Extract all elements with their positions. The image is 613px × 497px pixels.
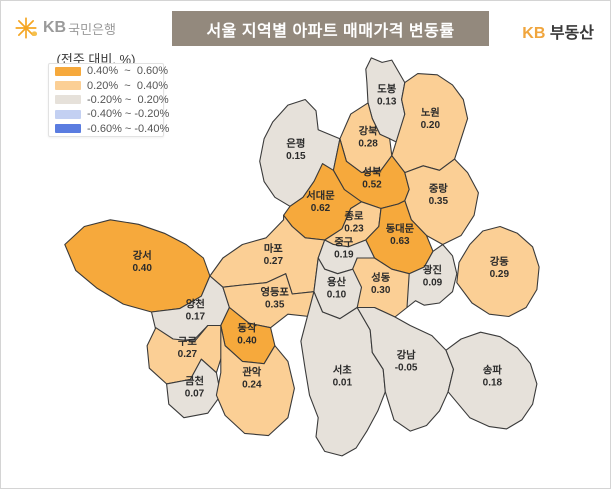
svg-text:0.35: 0.35	[429, 196, 449, 207]
svg-text:0.23: 0.23	[344, 223, 364, 234]
svg-text:강남: 강남	[397, 349, 416, 362]
svg-text:서대문: 서대문	[306, 189, 335, 202]
svg-text:강서: 강서	[133, 249, 152, 262]
svg-text:중구: 중구	[334, 237, 353, 249]
svg-text:0.52: 0.52	[362, 180, 382, 191]
svg-text:0.20: 0.20	[421, 120, 441, 131]
svg-text:0.27: 0.27	[178, 349, 198, 360]
svg-text:용산: 용산	[327, 276, 346, 289]
svg-text:0.30: 0.30	[371, 285, 391, 296]
svg-text:송파: 송파	[483, 363, 502, 376]
svg-text:구로: 구로	[178, 336, 197, 348]
svg-text:중랑: 중랑	[429, 183, 448, 195]
svg-text:강북: 강북	[359, 125, 378, 138]
svg-text:동대문: 동대문	[386, 222, 415, 235]
svg-text:0.28: 0.28	[358, 139, 378, 150]
svg-text:0.17: 0.17	[186, 312, 206, 323]
svg-text:0.35: 0.35	[265, 299, 285, 310]
svg-text:영등포: 영등포	[260, 285, 289, 298]
svg-text:0.19: 0.19	[334, 250, 354, 261]
svg-text:성동: 성동	[371, 271, 390, 284]
svg-text:0.10: 0.10	[327, 290, 347, 301]
svg-text:노원: 노원	[421, 106, 440, 119]
svg-text:0.07: 0.07	[185, 389, 205, 400]
svg-text:-0.05: -0.05	[395, 363, 418, 374]
svg-text:성북: 성북	[363, 166, 382, 179]
svg-text:0.27: 0.27	[264, 256, 284, 267]
svg-text:관악: 관악	[242, 366, 261, 379]
svg-text:0.13: 0.13	[377, 97, 397, 108]
svg-text:마포: 마포	[264, 242, 283, 255]
svg-text:0.40: 0.40	[132, 263, 152, 274]
svg-text:0.24: 0.24	[242, 380, 262, 391]
svg-text:0.01: 0.01	[333, 378, 353, 389]
svg-text:0.40: 0.40	[237, 336, 257, 347]
svg-text:양천: 양천	[186, 298, 205, 311]
svg-text:은평: 은평	[286, 137, 305, 150]
svg-text:서초: 서초	[333, 364, 352, 377]
svg-text:0.09: 0.09	[423, 278, 443, 289]
svg-text:0.15: 0.15	[286, 151, 306, 162]
svg-text:0.18: 0.18	[483, 377, 503, 388]
svg-text:종로: 종로	[345, 210, 364, 222]
svg-text:광진: 광진	[423, 264, 442, 277]
svg-text:강동: 강동	[490, 255, 509, 268]
svg-text:0.62: 0.62	[311, 203, 331, 214]
svg-text:0.63: 0.63	[390, 236, 410, 247]
svg-text:금천: 금천	[185, 375, 204, 388]
svg-text:도봉: 도봉	[377, 84, 396, 96]
svg-text:0.29: 0.29	[490, 269, 510, 280]
svg-text:동작: 동작	[238, 322, 257, 335]
